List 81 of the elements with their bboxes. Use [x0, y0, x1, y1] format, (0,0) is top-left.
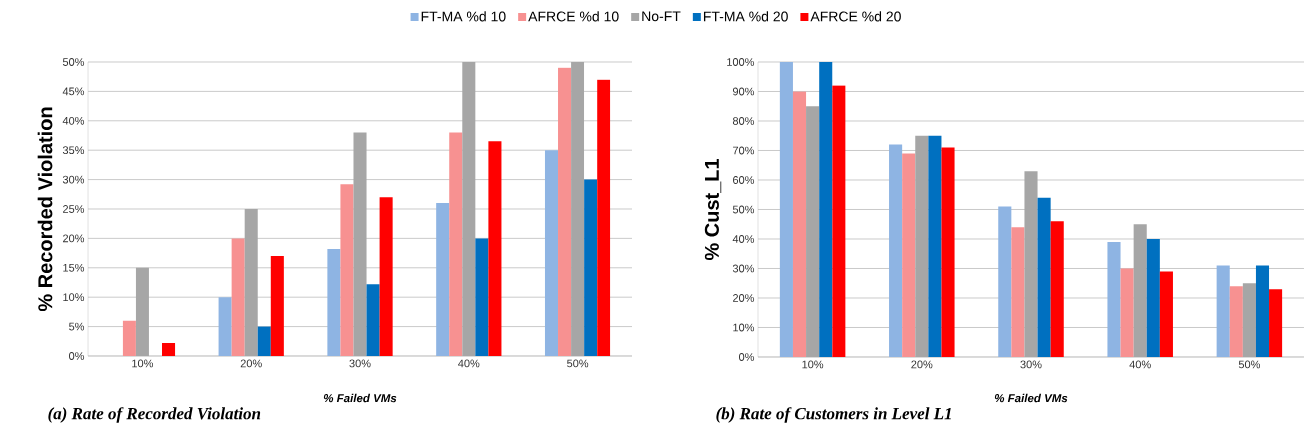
bar — [1216, 265, 1230, 357]
legend-label: No-FT — [642, 11, 681, 22]
y-tick-label: 50% — [732, 205, 755, 214]
y-tick-label: 40% — [62, 116, 85, 125]
y-tick-label: 20% — [63, 234, 85, 243]
bar — [558, 67, 572, 356]
bar — [819, 61, 833, 357]
x-tick-label: 30% — [1020, 360, 1042, 369]
bar — [162, 343, 176, 356]
y-tick-label: 30% — [732, 264, 755, 273]
y-tick-label: 5% — [69, 322, 85, 331]
y-tick-label: 30% — [62, 175, 85, 184]
y-tick-label: 15% — [63, 263, 85, 272]
bar — [436, 203, 450, 356]
bar — [340, 184, 354, 356]
bar — [597, 79, 611, 356]
legend-label: FT-MA %d 20 — [703, 11, 788, 22]
bar — [379, 197, 393, 356]
legend-label: AFRCE %d 20 — [810, 11, 901, 22]
bar — [779, 61, 793, 357]
bar — [1050, 221, 1064, 357]
y-tick-label: 20% — [733, 294, 755, 302]
y-tick-label: 80% — [732, 117, 755, 125]
x-tick-label: 30% — [349, 359, 371, 368]
bar — [1229, 286, 1243, 357]
bar — [231, 238, 245, 356]
x-tick-label: 40% — [1129, 360, 1151, 369]
x-axis-title: % Failed VMs — [994, 393, 1068, 403]
y-tick-label: 45% — [62, 87, 85, 96]
legend-label: AFRCE %d 10 — [528, 11, 619, 22]
bar — [270, 256, 284, 356]
bar — [257, 326, 271, 356]
y-tick-label: 60% — [733, 176, 755, 184]
x-tick-label: 20% — [911, 360, 933, 369]
bar — [488, 141, 502, 356]
y-axis-title: % Recorded Violation — [37, 107, 53, 312]
text: (a) Rate of Recorded Violation — [48, 407, 261, 423]
bar — [902, 153, 916, 357]
bar — [475, 238, 489, 356]
bar — [832, 85, 846, 357]
y-tick-label: 10% — [63, 293, 85, 302]
y-tick-label: 50% — [62, 58, 85, 66]
y-tick-label: 70% — [733, 146, 755, 155]
y-tick-label: 35% — [62, 146, 85, 155]
y-tick-label: 100% — [727, 58, 755, 66]
y-tick-label: 40% — [732, 235, 755, 243]
bar — [1011, 227, 1025, 357]
y-tick-label: 0% — [739, 353, 755, 361]
legend-label: FT-MA %d 10 — [421, 11, 506, 22]
y-tick-label: 0% — [69, 352, 85, 360]
bar — [1255, 265, 1270, 357]
bar — [998, 206, 1012, 357]
bar — [1107, 241, 1121, 357]
bar — [1269, 289, 1283, 357]
bar — [928, 135, 942, 357]
x-tick-label: 40% — [458, 359, 480, 368]
bar — [1120, 268, 1134, 357]
x-tick-label: 20% — [240, 359, 262, 368]
bar — [584, 179, 598, 356]
y-tick-label: 25% — [63, 205, 85, 213]
bar — [366, 284, 380, 356]
y-axis-title: % Cust_L1 — [704, 158, 722, 261]
bar — [327, 248, 341, 356]
x-tick-label: 10% — [132, 359, 154, 368]
bar — [792, 91, 807, 357]
bar — [1146, 238, 1160, 357]
text: (b) Rate of Customers in Level L1 — [716, 407, 951, 423]
bar — [941, 147, 955, 357]
bar — [122, 320, 136, 356]
bar — [544, 150, 559, 356]
y-tick-label: 10% — [733, 323, 755, 332]
bar — [218, 297, 232, 356]
x-axis-title: % Failed VMs — [323, 393, 397, 403]
x-tick-label: 50% — [567, 359, 589, 368]
bar — [889, 144, 903, 357]
x-tick-label: 50% — [1238, 360, 1260, 369]
x-tick-label: 10% — [802, 360, 824, 369]
bar — [1037, 197, 1051, 357]
y-tick-label: 90% — [732, 87, 755, 96]
bar — [449, 132, 463, 356]
bar — [1159, 271, 1173, 357]
